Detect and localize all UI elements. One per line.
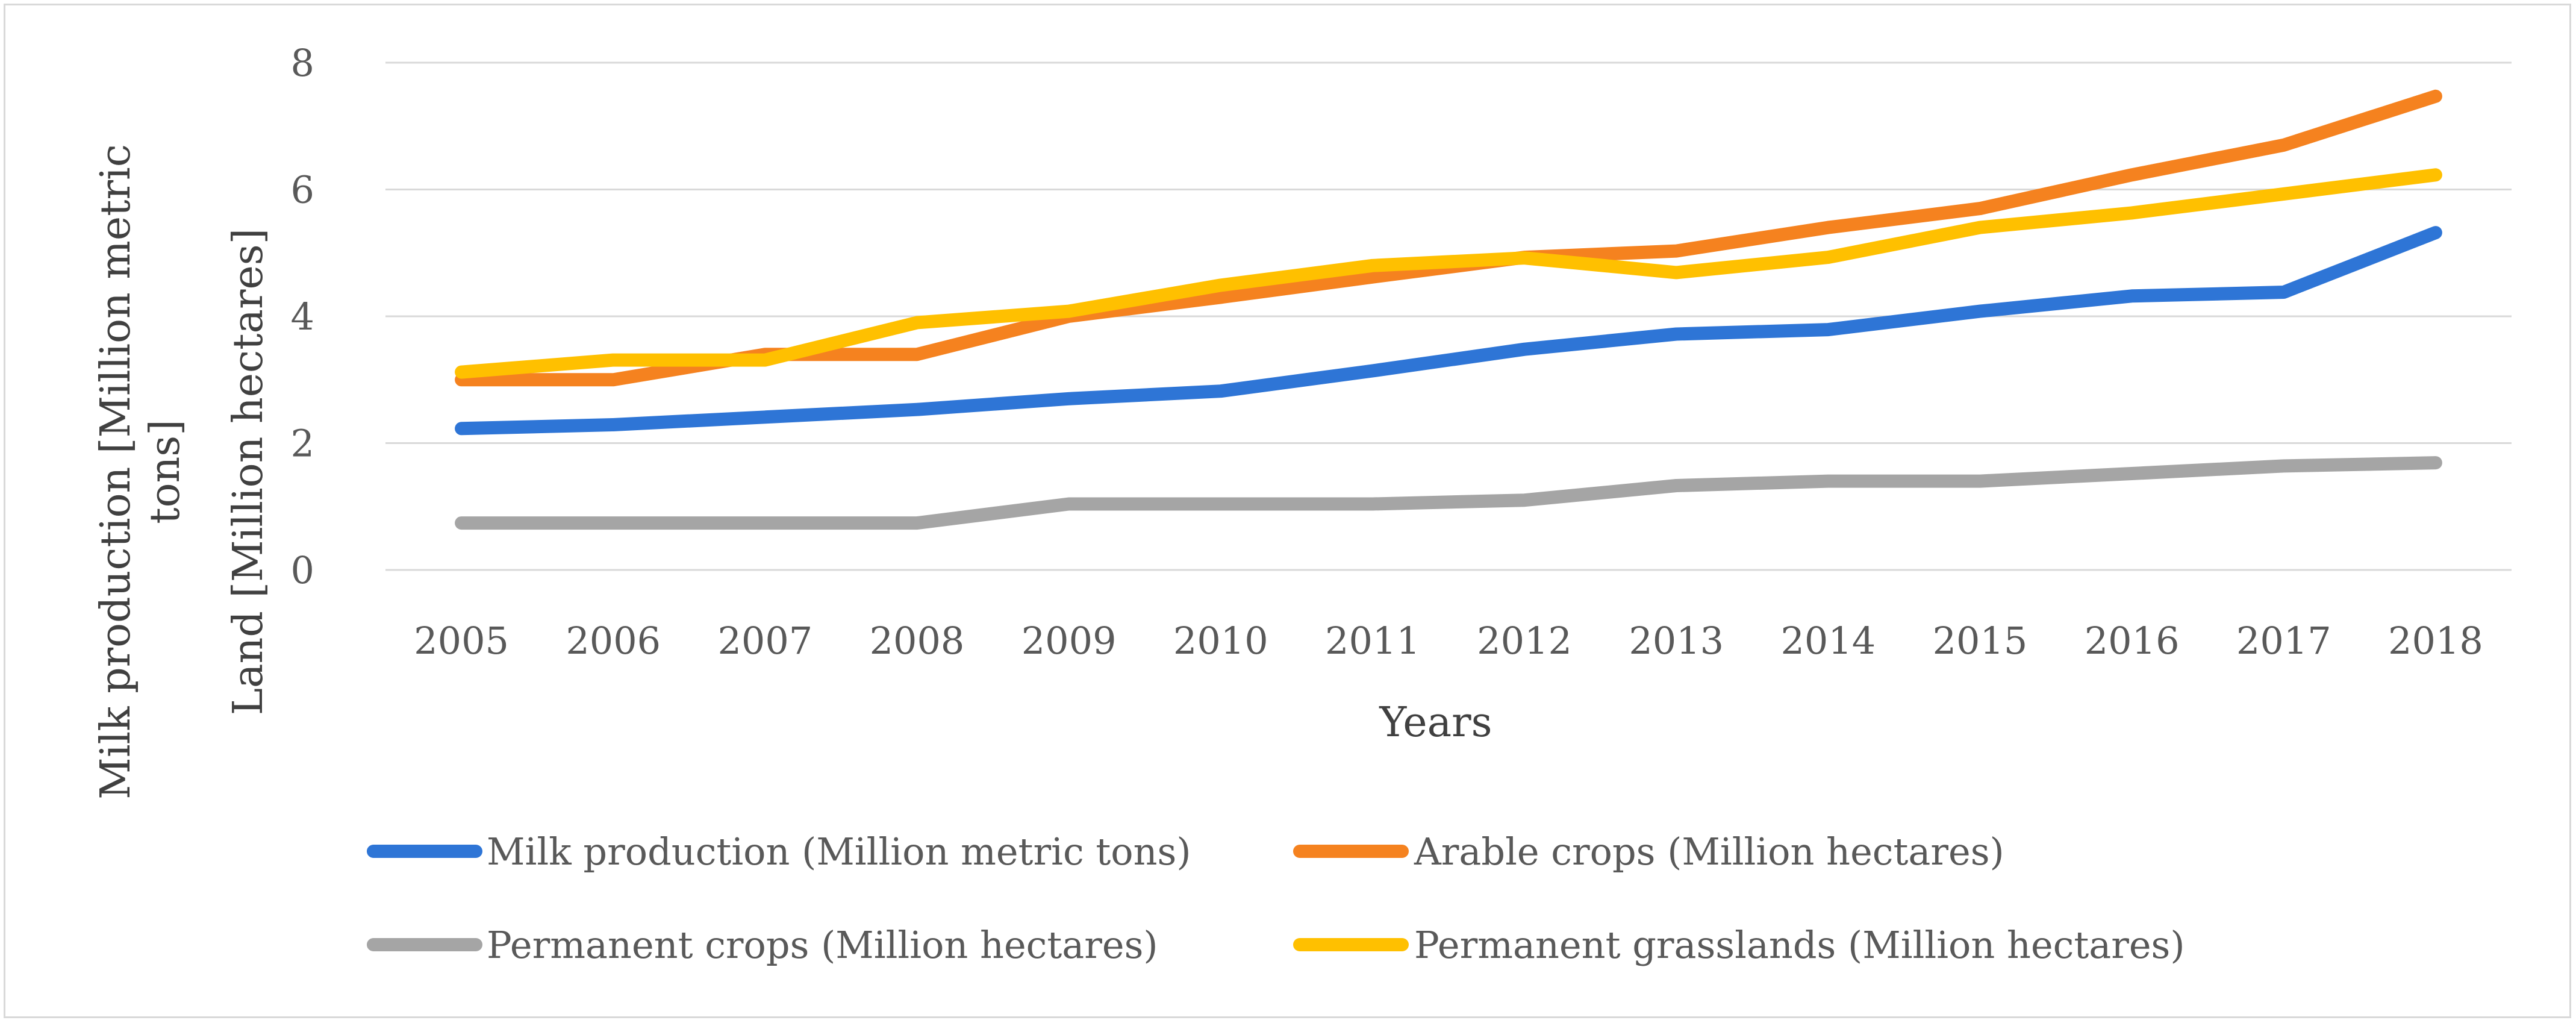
x-tick-label-2018: 2018 bbox=[2388, 619, 2483, 663]
series-line-arable-crops bbox=[455, 89, 2442, 387]
x-tick-label-2015: 2015 bbox=[1933, 619, 2028, 663]
legend-label-arable-crops: Arable crops (Million hectares) bbox=[1414, 830, 2004, 874]
series-line-permanent-crops bbox=[455, 456, 2442, 530]
legend-item-permanent-grasslands: Permanent grasslands (Million hectares) bbox=[1293, 923, 2185, 967]
legend: Milk production (Million metric tons) Ar… bbox=[367, 830, 2185, 967]
y-tick-label-2: 2 bbox=[291, 422, 314, 466]
x-tick-label-2011: 2011 bbox=[1325, 619, 1420, 663]
x-tick-label-2014: 2014 bbox=[1780, 619, 1876, 663]
legend-item-arable-crops: Arable crops (Million hectares) bbox=[1293, 830, 2004, 874]
x-tick-label-2012: 2012 bbox=[1477, 619, 1572, 663]
y-tick-label-8: 8 bbox=[291, 41, 314, 85]
y-axis-title-line-1: Milk production [Million metric bbox=[92, 144, 140, 799]
legend-label-permanent-grasslands: Permanent grasslands (Million hectares) bbox=[1414, 923, 2185, 967]
gridlines bbox=[385, 61, 2512, 571]
y-axis-ticks: 0 2 4 6 8 bbox=[291, 41, 314, 592]
x-tick-label-2010: 2010 bbox=[1173, 619, 1268, 663]
x-axis-title: Years bbox=[1379, 699, 1492, 746]
x-tick-label-2009: 2009 bbox=[1021, 619, 1117, 663]
y-axis-title-line-3: Land [Million hectares] bbox=[225, 228, 272, 715]
y-tick-label-0: 0 bbox=[291, 548, 314, 592]
y-axis-title-line-2: tons] bbox=[142, 419, 189, 524]
legend-item-milk-production: Milk production (Million metric tons) bbox=[367, 830, 1191, 874]
x-tick-label-2005: 2005 bbox=[414, 619, 509, 663]
x-tick-label-2006: 2006 bbox=[566, 619, 661, 663]
y-tick-label-4: 4 bbox=[291, 295, 314, 339]
y-axis-title: Milk production [Million metric tons] La… bbox=[92, 144, 272, 799]
x-tick-label-2016: 2016 bbox=[2085, 619, 2180, 663]
x-tick-label-2007: 2007 bbox=[717, 619, 812, 663]
legend-item-permanent-crops: Permanent crops (Million hectares) bbox=[367, 923, 1158, 967]
legend-label-permanent-crops: Permanent crops (Million hectares) bbox=[487, 923, 1158, 967]
series-line-permanent-grasslands bbox=[455, 168, 2442, 379]
series-line-milk-production bbox=[455, 226, 2442, 436]
x-tick-label-2008: 2008 bbox=[870, 619, 965, 663]
y-tick-label-6: 6 bbox=[291, 168, 314, 212]
legend-label-milk-production: Milk production (Million metric tons) bbox=[487, 830, 1191, 874]
x-tick-label-2017: 2017 bbox=[2236, 619, 2331, 663]
series-lines bbox=[455, 89, 2442, 530]
x-tick-label-2013: 2013 bbox=[1629, 619, 1724, 663]
x-axis-ticks: 2005 2006 2007 2008 2009 2010 2011 2012 2013 2014… bbox=[414, 619, 2483, 663]
